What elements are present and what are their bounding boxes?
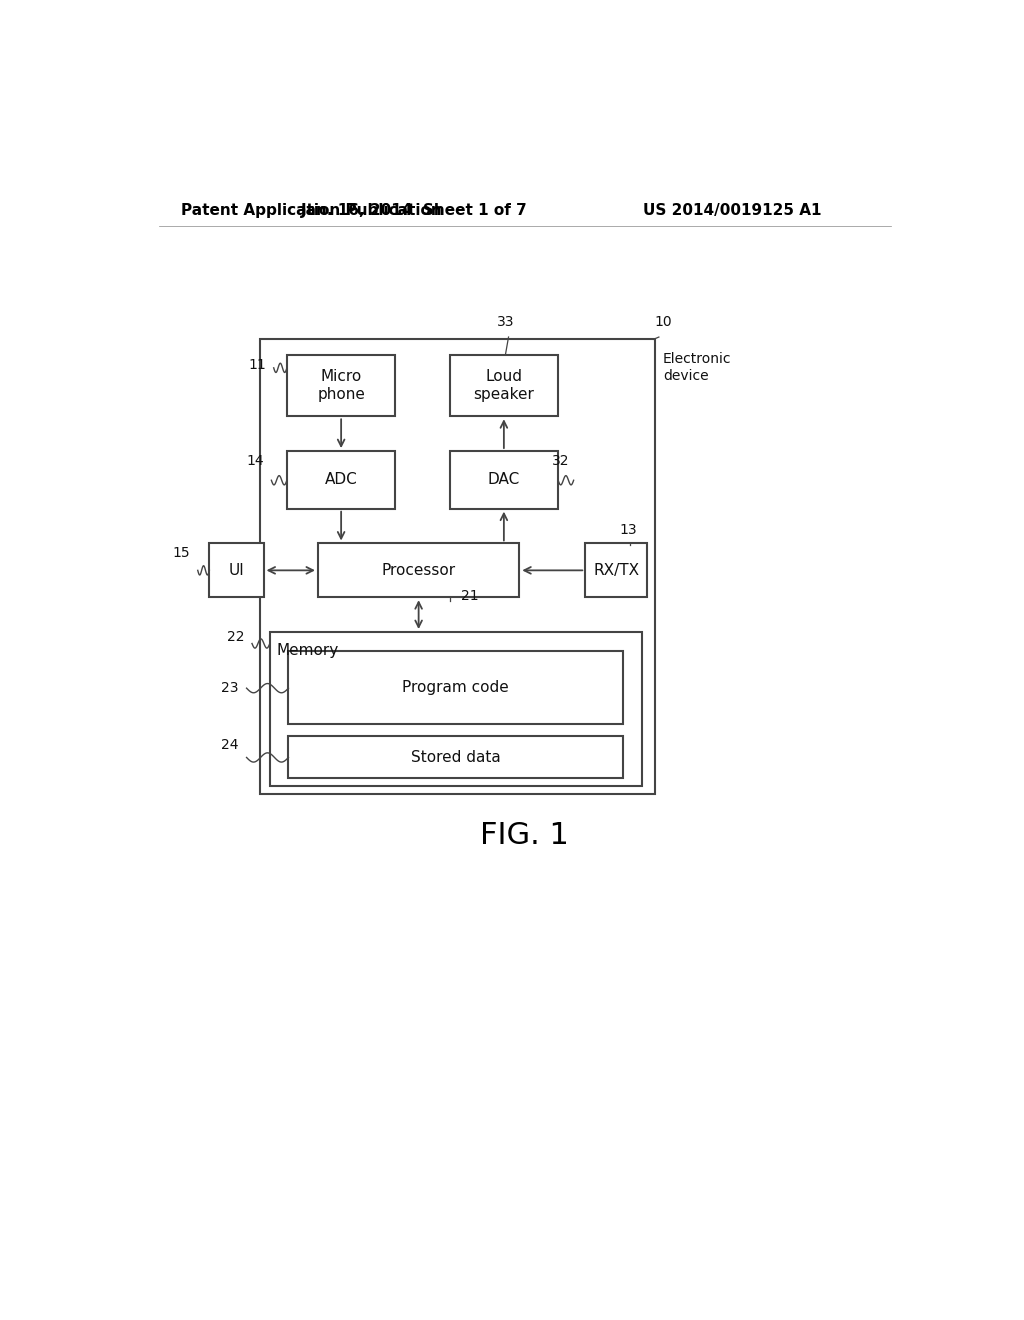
Text: UI: UI (228, 562, 245, 578)
Text: Memory: Memory (276, 643, 338, 657)
Bar (287, 451, 395, 508)
Bar (317, 544, 519, 597)
Text: 23: 23 (221, 681, 239, 696)
Bar (289, 737, 624, 779)
Text: Jan. 16, 2014  Sheet 1 of 7: Jan. 16, 2014 Sheet 1 of 7 (301, 203, 528, 218)
Text: Loud
speaker: Loud speaker (473, 370, 535, 401)
Text: 13: 13 (620, 523, 637, 537)
Text: DAC: DAC (487, 473, 520, 487)
Bar (260, 339, 655, 793)
Bar (450, 355, 558, 416)
Text: Stored data: Stored data (411, 750, 501, 764)
Bar (287, 355, 395, 416)
Text: 14: 14 (246, 454, 263, 469)
Text: Processor: Processor (382, 562, 456, 578)
Text: US 2014/0019125 A1: US 2014/0019125 A1 (643, 203, 821, 218)
Text: 15: 15 (172, 546, 190, 561)
Bar (209, 544, 263, 597)
Bar (270, 632, 642, 785)
Text: 33: 33 (497, 315, 514, 330)
Text: RX/TX: RX/TX (593, 562, 639, 578)
Text: 24: 24 (221, 738, 239, 752)
Text: Patent Application Publication: Patent Application Publication (180, 203, 441, 218)
Bar (289, 651, 624, 725)
Text: 10: 10 (654, 315, 672, 330)
Text: Micro
phone: Micro phone (317, 370, 366, 401)
Text: Electronic
device: Electronic device (663, 352, 731, 383)
Text: Program code: Program code (402, 680, 509, 696)
Text: 21: 21 (461, 590, 479, 603)
Bar (450, 451, 558, 508)
Text: 22: 22 (226, 631, 245, 644)
Text: FIG. 1: FIG. 1 (480, 821, 569, 850)
Text: ADC: ADC (325, 473, 357, 487)
Text: 11: 11 (248, 358, 266, 372)
Bar (586, 544, 647, 597)
Text: 32: 32 (552, 454, 569, 469)
